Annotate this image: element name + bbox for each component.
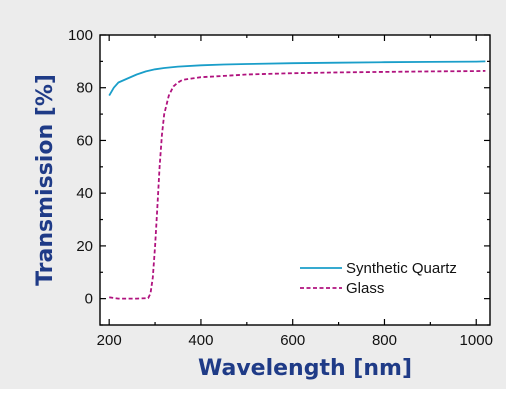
chart-marks: 200 400 600 800 1000 0 20 40 60 80 100 Synthetic Qu…: [33, 27, 493, 381]
plot-area: [99, 34, 491, 326]
legend-label: Glass: [346, 280, 384, 297]
y-axis-title: Transmission [%]: [33, 74, 58, 286]
y-tick-label: 80: [76, 80, 93, 97]
x-tick-label: 600: [280, 332, 305, 349]
x-tick-label: 800: [372, 332, 397, 349]
x-tick-label: 400: [188, 332, 213, 349]
x-axis-title: Wavelength [nm]: [198, 356, 412, 381]
series-line-synthetic-quartz: [108, 60, 486, 97]
y-tick-label: 100: [68, 27, 93, 44]
series-line-glass: [109, 70, 486, 300]
legend-label: Synthetic Quartz: [346, 260, 457, 277]
y-tick-label: 40: [76, 185, 93, 202]
y-tick-label: 60: [76, 132, 93, 149]
y-tick-label: 20: [76, 238, 93, 255]
y-tick-label: 0: [85, 291, 93, 308]
x-tick-label: 1000: [460, 332, 493, 349]
x-tick-label: 200: [97, 332, 122, 349]
